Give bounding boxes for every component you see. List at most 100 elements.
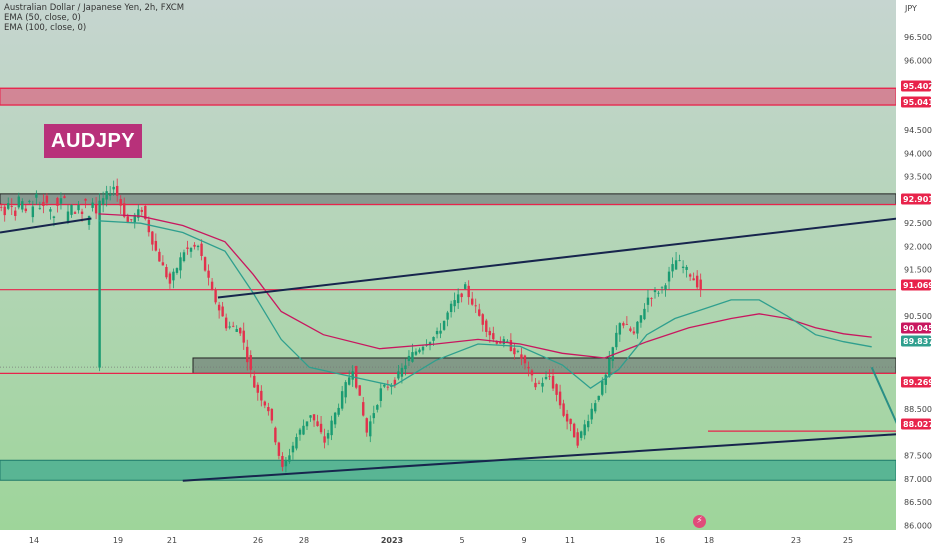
time-tick-label: 11 [565, 536, 575, 545]
candle-body [235, 329, 238, 332]
time-tick-label: 28 [299, 536, 309, 545]
candle-body [7, 203, 10, 209]
candle-body [0, 206, 3, 208]
time-axis[interactable] [0, 530, 896, 550]
candle-body [3, 206, 6, 216]
candle-body [579, 431, 583, 438]
candle-body [565, 413, 569, 422]
candle-body [347, 377, 351, 385]
ema100-line [98, 213, 872, 359]
price-tick-label: 93.500 [904, 173, 932, 182]
candle-body [611, 347, 615, 361]
candle-body [432, 336, 435, 341]
candle-body [52, 216, 56, 218]
candle-body [583, 424, 586, 436]
time-tick-label: 18 [704, 536, 714, 545]
price-tags-layer: 95.402 95.041 92.901 91.069 90.045 89.837 89.4… [901, 80, 932, 430]
price-tag [901, 376, 931, 388]
lightning-alert-icon[interactable]: ⚡ [693, 515, 706, 528]
candle-body [305, 421, 309, 427]
candle-body [646, 297, 650, 305]
price-tag-label: 88.027 [903, 420, 932, 429]
candle-body [263, 401, 267, 406]
candle-body [10, 206, 13, 207]
candle-body [38, 207, 42, 209]
candle-body [351, 371, 354, 380]
candle-body [639, 315, 643, 323]
price-tick-label: 94.000 [904, 149, 932, 158]
candle-body [397, 371, 400, 379]
candle-body [463, 284, 467, 289]
price-tick-label: 96.000 [904, 56, 932, 65]
candle-body [369, 421, 372, 437]
candle-body [35, 194, 38, 198]
candle-body [256, 384, 259, 393]
candle-body [221, 306, 224, 317]
price-tag [901, 96, 931, 108]
candle-body [527, 366, 530, 369]
price-axis[interactable] [896, 0, 932, 550]
candle-body [28, 200, 31, 202]
candle-body [400, 367, 404, 377]
candle-body [667, 271, 671, 282]
price-tick-label: 87.500 [904, 452, 932, 461]
candle-body [534, 382, 537, 388]
legend-title: Australian Dollar / Japanese Yen, 2h, FX… [4, 3, 185, 13]
candle-body [664, 285, 667, 290]
candle-body [309, 415, 312, 418]
price-tag-label: 92.901 [903, 195, 932, 204]
candle-body [284, 459, 288, 467]
candle-body [246, 346, 249, 363]
price-tag-label: 91.069 [903, 281, 932, 290]
candle-body [657, 292, 660, 294]
candle-body [632, 331, 636, 334]
candle-body [133, 214, 136, 223]
candle-body [608, 358, 611, 377]
candle-body [119, 199, 122, 206]
candle-body [140, 209, 143, 212]
candle-body [165, 267, 168, 278]
candle-body [481, 314, 484, 325]
candle-body [144, 205, 147, 220]
price-tick-label: 88.500 [904, 405, 932, 414]
candle-body [21, 201, 24, 210]
candle-body [66, 211, 70, 223]
candle-body [404, 365, 407, 370]
candle-body [495, 341, 499, 344]
candle-body [523, 355, 527, 364]
time-tick-label: 2023 [381, 536, 403, 545]
price-tag-label: 89.403 [903, 356, 932, 365]
candle-body [98, 200, 101, 368]
candle-body [471, 298, 474, 305]
candle-body [618, 323, 622, 335]
candle-body [312, 414, 316, 421]
candle-body [151, 231, 154, 245]
price-tag [901, 335, 931, 347]
candle-body [699, 279, 702, 290]
candle-body [239, 327, 242, 334]
price-tag [901, 279, 931, 291]
candle-body [172, 271, 175, 281]
candle-body [316, 421, 319, 427]
candle-body [24, 208, 28, 212]
upper-zone [0, 193, 897, 206]
candles-layer [0, 178, 702, 473]
candle-body [362, 402, 365, 416]
price-tick-label: 96.500 [904, 33, 932, 42]
candle-body [217, 304, 221, 311]
candle-body [123, 203, 126, 217]
candle-body [168, 273, 172, 284]
candle-body [604, 374, 607, 385]
middle-zone [192, 357, 897, 374]
price-tag [901, 322, 931, 334]
candle-body [678, 260, 681, 262]
candle-body [660, 287, 664, 289]
candle-body [179, 257, 182, 271]
legend-ema100: EMA (100, close, 0) [4, 23, 87, 33]
candle-body [231, 325, 235, 327]
candle-body [650, 298, 653, 299]
candle-body [478, 309, 481, 316]
candle-body [615, 332, 618, 348]
candle-body [14, 210, 17, 216]
